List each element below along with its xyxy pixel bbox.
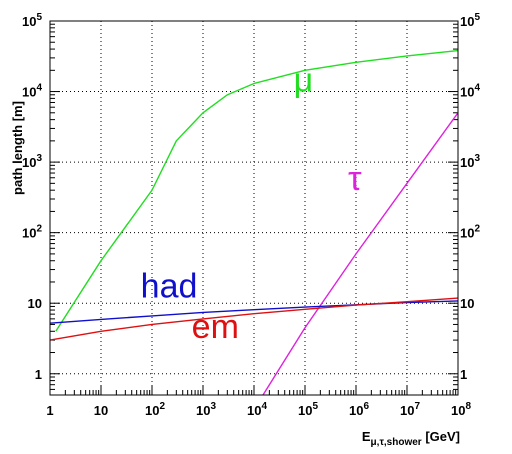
series-label: μ [294,62,314,100]
x-axis-title-unit: [GeV] [422,429,460,444]
x-axis-title-base: E [362,429,371,444]
x-tick-label: 108 [451,401,471,418]
x-tick-label: 10 [94,403,108,418]
x-axis-title: Eμ,τ,shower [GeV] [362,429,460,448]
series-label: had [141,268,198,306]
series-line [262,112,459,396]
x-tick-label: 107 [400,401,420,418]
y-tick-label-right: 105 [460,12,480,29]
series-lines [49,49,459,396]
x-tick-label: 106 [349,401,369,418]
x-tick-label: 104 [247,401,267,418]
y-tick-label: 102 [22,224,42,241]
series-line [49,297,459,341]
y-tick-label: 1 [35,367,42,382]
series-label: τ [348,160,362,198]
y-tick-label-right: 104 [460,83,480,100]
y-tick-label-right: 10 [460,296,474,311]
y-tick-label-right: 103 [460,153,480,170]
y-tick-label: 103 [22,153,42,170]
y-tick-label-right: 1 [460,367,467,382]
y-tick-label-right: 102 [460,224,480,241]
y-tick-label: 10 [28,296,42,311]
x-tick-label: 103 [196,401,216,418]
y-axis-title: path length [m] [10,101,25,195]
y-tick-label: 105 [22,12,42,29]
x-tick-label: 1 [46,403,53,418]
series-line [55,49,459,332]
tick-labels: 1 10 102 103 104 105 106 107 108 1 1 10 10 102 102 103 1… [22,12,481,418]
axis-ticks [49,23,458,396]
series-label: em [192,308,239,346]
x-axis-title-sub: μ,τ,shower [371,437,422,448]
x-tick-label: 102 [145,401,165,418]
y-tick-label: 104 [22,83,42,100]
x-tick-label: 105 [298,401,318,418]
plot-frame [49,20,459,396]
